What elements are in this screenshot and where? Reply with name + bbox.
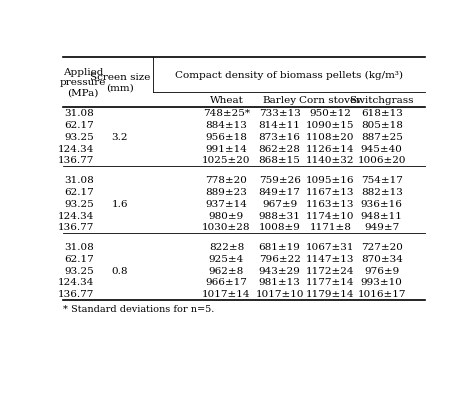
- Text: 1090±15: 1090±15: [306, 121, 355, 130]
- Text: 727±20: 727±20: [361, 243, 403, 251]
- Text: 748±25*: 748±25*: [203, 109, 250, 118]
- Text: 889±23: 889±23: [205, 188, 247, 196]
- Text: 136.77: 136.77: [58, 156, 94, 165]
- Text: 988±31: 988±31: [259, 211, 301, 220]
- Text: 31.08: 31.08: [64, 243, 94, 251]
- Text: 950±12: 950±12: [310, 109, 351, 118]
- Text: 868±15: 868±15: [259, 156, 301, 165]
- Text: 31.08: 31.08: [64, 109, 94, 118]
- Text: 1163±13: 1163±13: [306, 199, 355, 208]
- Text: 136.77: 136.77: [58, 223, 94, 232]
- Text: 1147±13: 1147±13: [306, 254, 355, 263]
- Text: 93.25: 93.25: [64, 266, 94, 275]
- Text: 136.77: 136.77: [58, 290, 94, 298]
- Text: 93.25: 93.25: [64, 133, 94, 142]
- Text: 681±19: 681±19: [259, 243, 301, 251]
- Text: 1167±13: 1167±13: [306, 188, 355, 196]
- Text: 3.2: 3.2: [111, 133, 128, 142]
- Text: 62.17: 62.17: [64, 121, 94, 130]
- Text: 937±14: 937±14: [205, 199, 247, 208]
- Text: 1171±8: 1171±8: [310, 223, 351, 232]
- Text: 1017±14: 1017±14: [202, 290, 251, 298]
- Text: 981±13: 981±13: [259, 277, 301, 287]
- Text: 870±34: 870±34: [361, 254, 403, 263]
- Text: 980±9: 980±9: [209, 211, 244, 220]
- Text: 0.8: 0.8: [111, 266, 128, 275]
- Text: Screen size
(mm): Screen size (mm): [90, 73, 150, 92]
- Text: 1.6: 1.6: [111, 199, 128, 208]
- Text: 862±28: 862±28: [259, 144, 301, 153]
- Text: 849±17: 849±17: [259, 188, 301, 196]
- Text: 976±9: 976±9: [364, 266, 400, 275]
- Text: 956±18: 956±18: [205, 133, 247, 142]
- Text: 62.17: 62.17: [64, 254, 94, 263]
- Text: 1017±10: 1017±10: [255, 290, 304, 298]
- Text: 124.34: 124.34: [58, 211, 94, 220]
- Text: 1177±14: 1177±14: [306, 277, 355, 287]
- Text: 754±17: 754±17: [361, 176, 403, 185]
- Text: 945±40: 945±40: [361, 144, 403, 153]
- Text: 962±8: 962±8: [209, 266, 244, 275]
- Text: 925±4: 925±4: [209, 254, 244, 263]
- Text: Wheat: Wheat: [210, 96, 243, 105]
- Text: 814±11: 814±11: [259, 121, 301, 130]
- Text: * Standard deviations for n=5.: * Standard deviations for n=5.: [63, 304, 214, 313]
- Text: 759±26: 759±26: [259, 176, 301, 185]
- Text: Switchgrass: Switchgrass: [349, 96, 414, 105]
- Text: 1067±31: 1067±31: [306, 243, 355, 251]
- Text: 62.17: 62.17: [64, 188, 94, 196]
- Text: 1179±14: 1179±14: [306, 290, 355, 298]
- Text: 1108±20: 1108±20: [306, 133, 355, 142]
- Text: 873±16: 873±16: [259, 133, 301, 142]
- Text: 805±18: 805±18: [361, 121, 403, 130]
- Text: 124.34: 124.34: [58, 144, 94, 153]
- Text: 943±29: 943±29: [259, 266, 301, 275]
- Text: 1095±16: 1095±16: [306, 176, 355, 185]
- Text: 822±8: 822±8: [209, 243, 244, 251]
- Text: 936±16: 936±16: [361, 199, 403, 208]
- Text: Applied
pressure
(MPa): Applied pressure (MPa): [60, 68, 106, 97]
- Text: 1016±17: 1016±17: [357, 290, 406, 298]
- Text: 1140±32: 1140±32: [306, 156, 355, 165]
- Text: 966±17: 966±17: [205, 277, 247, 287]
- Text: 1006±20: 1006±20: [357, 156, 406, 165]
- Text: 1025±20: 1025±20: [202, 156, 251, 165]
- Text: 949±7: 949±7: [364, 223, 400, 232]
- Text: 778±20: 778±20: [205, 176, 247, 185]
- Text: Corn stover: Corn stover: [299, 96, 361, 105]
- Text: 1030±28: 1030±28: [202, 223, 251, 232]
- Text: 967±9: 967±9: [262, 199, 297, 208]
- Text: 887±25: 887±25: [361, 133, 403, 142]
- Text: 796±22: 796±22: [259, 254, 301, 263]
- Text: 733±13: 733±13: [259, 109, 301, 118]
- Text: 882±13: 882±13: [361, 188, 403, 196]
- Text: Barley: Barley: [263, 96, 297, 105]
- Text: 1174±10: 1174±10: [306, 211, 355, 220]
- Text: 884±13: 884±13: [205, 121, 247, 130]
- Text: 1172±24: 1172±24: [306, 266, 355, 275]
- Text: 993±10: 993±10: [361, 277, 403, 287]
- Text: Compact density of biomass pellets (kg/m³): Compact density of biomass pellets (kg/m…: [175, 71, 403, 80]
- Text: 31.08: 31.08: [64, 176, 94, 185]
- Text: 948±11: 948±11: [361, 211, 403, 220]
- Text: 124.34: 124.34: [58, 277, 94, 287]
- Text: 93.25: 93.25: [64, 199, 94, 208]
- Text: 618±13: 618±13: [361, 109, 403, 118]
- Text: 1008±9: 1008±9: [259, 223, 301, 232]
- Text: 991±14: 991±14: [205, 144, 247, 153]
- Text: 1126±14: 1126±14: [306, 144, 355, 153]
